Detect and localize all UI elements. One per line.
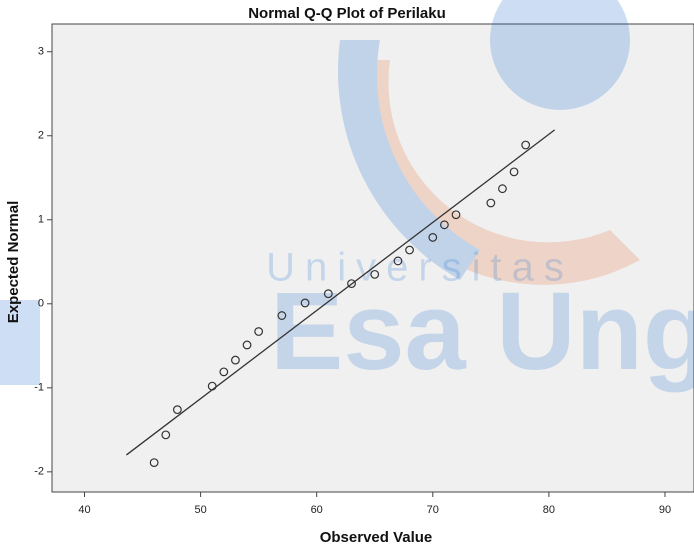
- point: [242, 340, 252, 350]
- point: [300, 298, 310, 308]
- x-tick-label: 80: [543, 504, 555, 516]
- point: [498, 184, 507, 194]
- point: [149, 458, 159, 467]
- x-tick-label: 60: [311, 504, 323, 516]
- y-tick-label: -2: [34, 466, 44, 478]
- y-tick-label: -1: [34, 382, 44, 394]
- point: [370, 269, 380, 279]
- point: [323, 289, 333, 299]
- plot-area: [51, 23, 694, 493]
- point: [451, 210, 461, 220]
- x-tick-label: 50: [194, 504, 206, 516]
- point: [347, 279, 356, 289]
- watermark-text: Universitas: [266, 246, 574, 290]
- point: [219, 367, 229, 377]
- point: [428, 233, 438, 242]
- point: [393, 256, 403, 266]
- point: [521, 140, 531, 150]
- point: [405, 245, 414, 255]
- y-tick-label: 0: [38, 298, 44, 310]
- watermark-text: Esa Ung: [270, 270, 694, 393]
- y-axis-label: Expected Normal: [5, 201, 22, 324]
- y-tick-label: 2: [38, 130, 44, 142]
- y-tick-label: 1: [38, 214, 44, 226]
- point: [277, 311, 287, 320]
- point: [207, 381, 217, 391]
- point: [231, 355, 240, 365]
- y-tick-label: 3: [38, 46, 44, 58]
- reference-line: [125, 129, 556, 456]
- x-axis-label: Observed Value: [320, 529, 433, 546]
- x-tick-label: 90: [659, 504, 671, 516]
- point: [254, 327, 264, 336]
- x-tick-label: 40: [78, 504, 90, 516]
- point: [439, 220, 449, 230]
- point: [161, 430, 171, 440]
- chart-title: Normal Q-Q Plot of Perilaku: [248, 5, 446, 22]
- point: [172, 405, 182, 415]
- x-tick-label: 70: [427, 504, 439, 516]
- point: [509, 167, 519, 177]
- point: [486, 198, 496, 208]
- watermark-shapes: [0, 0, 640, 385]
